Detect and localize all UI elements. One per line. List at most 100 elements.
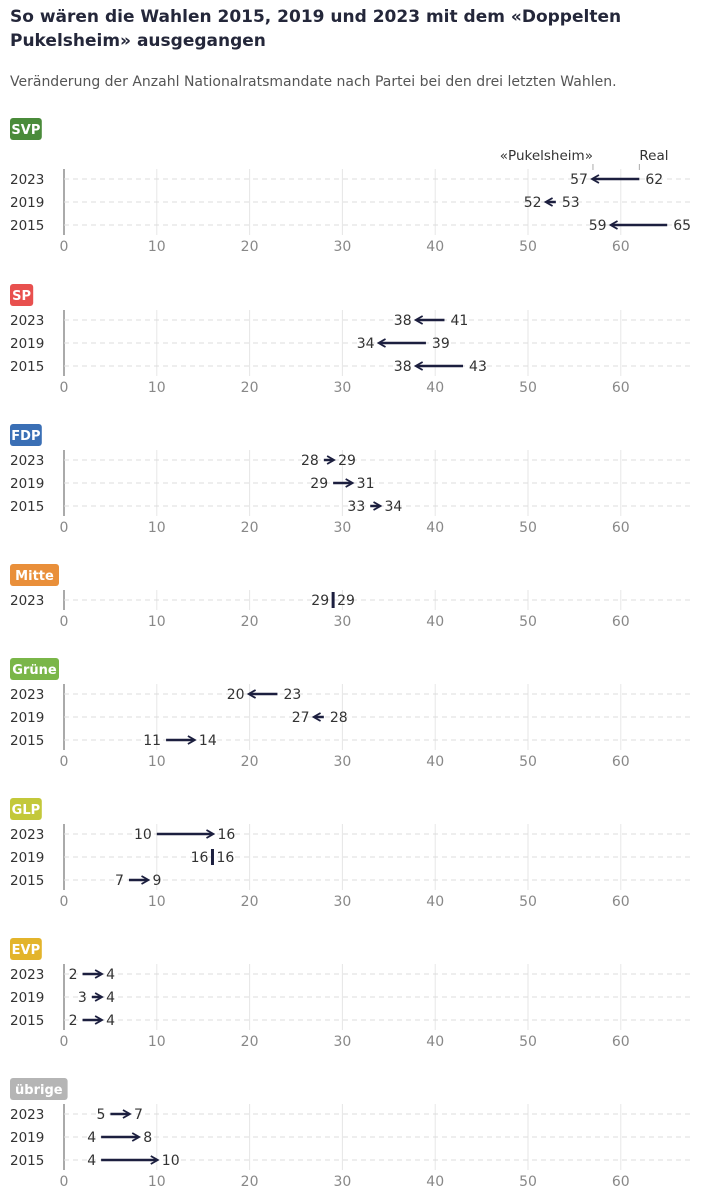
x-tick-label: 20 bbox=[241, 520, 259, 536]
value-label-pukelsheim: 27 bbox=[292, 710, 310, 726]
x-tick-label: 20 bbox=[241, 754, 259, 770]
value-label-pukelsheim: 57 bbox=[570, 172, 588, 188]
value-label-pukelsheim: 4 bbox=[106, 1013, 115, 1029]
value-label-real: 28 bbox=[330, 710, 348, 726]
value-label-real: 4 bbox=[87, 1153, 96, 1169]
x-tick-label: 20 bbox=[241, 614, 259, 630]
value-label-pukelsheim: 16 bbox=[191, 850, 209, 866]
x-tick-label: 10 bbox=[148, 894, 166, 910]
year-label: 2019 bbox=[10, 850, 44, 866]
x-tick-label: 40 bbox=[426, 1034, 444, 1050]
value-label-pukelsheim: 10 bbox=[162, 1153, 180, 1169]
x-tick-label: 50 bbox=[519, 520, 537, 536]
x-tick-label: 20 bbox=[241, 1034, 259, 1050]
year-label: 2019 bbox=[10, 336, 44, 352]
value-label-real: 23 bbox=[283, 687, 301, 703]
year-label: 2015 bbox=[10, 1153, 44, 1169]
value-label-real: 5 bbox=[96, 1107, 105, 1123]
party-badge-label: Grüne bbox=[12, 663, 57, 678]
legend-label-pukelsheim: «Pukelsheim» bbox=[500, 148, 593, 164]
x-tick-label: 0 bbox=[60, 1034, 69, 1050]
party-badge-fdp bbox=[10, 424, 42, 446]
party-badge-sp bbox=[10, 284, 34, 306]
x-tick-label: 40 bbox=[426, 239, 444, 255]
year-label: 2015 bbox=[10, 359, 44, 375]
x-tick-label: 30 bbox=[333, 1174, 351, 1190]
x-tick-label: 50 bbox=[519, 614, 537, 630]
party-badge-glp bbox=[10, 798, 42, 820]
year-label: 2023 bbox=[10, 1107, 44, 1123]
legend-label-real: Real bbox=[639, 148, 668, 164]
year-label: 2019 bbox=[10, 195, 44, 211]
value-label-real: 2 bbox=[69, 1013, 78, 1029]
year-label: 2023 bbox=[10, 172, 44, 188]
year-label: 2019 bbox=[10, 1130, 44, 1146]
value-label-real: 3 bbox=[78, 990, 87, 1006]
page-subtitle: Veränderung der Anzahl Nationalratsmanda… bbox=[10, 74, 617, 90]
value-label-real: 4 bbox=[87, 1130, 96, 1146]
value-label-real: 39 bbox=[432, 336, 450, 352]
year-label: 2023 bbox=[10, 827, 44, 843]
year-label: 2015 bbox=[10, 733, 44, 749]
value-label-real: 2 bbox=[69, 967, 78, 983]
value-label-real: 33 bbox=[347, 499, 365, 515]
value-label-pukelsheim: 38 bbox=[394, 313, 412, 329]
party-badge-evp bbox=[10, 938, 42, 960]
year-label: 2023 bbox=[10, 453, 44, 469]
value-label-real: 53 bbox=[562, 195, 580, 211]
value-label-real: 16 bbox=[216, 850, 234, 866]
x-tick-label: 30 bbox=[333, 894, 351, 910]
value-label-real: 65 bbox=[673, 218, 691, 234]
value-label-pukelsheim: 4 bbox=[106, 967, 115, 983]
x-tick-label: 50 bbox=[519, 380, 537, 396]
value-label-pukelsheim: 7 bbox=[134, 1107, 143, 1123]
value-label-pukelsheim: 9 bbox=[153, 873, 162, 889]
x-tick-label: 0 bbox=[60, 754, 69, 770]
x-tick-label: 0 bbox=[60, 239, 69, 255]
x-tick-label: 60 bbox=[612, 520, 630, 536]
x-tick-label: 40 bbox=[426, 894, 444, 910]
x-tick-label: 10 bbox=[148, 754, 166, 770]
x-tick-label: 30 bbox=[333, 380, 351, 396]
value-label-pukelsheim: 4 bbox=[106, 990, 115, 1006]
x-tick-label: 10 bbox=[148, 614, 166, 630]
value-label-pukelsheim: 8 bbox=[143, 1130, 152, 1146]
value-label-real: 10 bbox=[134, 827, 152, 843]
x-tick-label: 60 bbox=[612, 380, 630, 396]
party-badge-svp bbox=[10, 118, 42, 140]
year-label: 2015 bbox=[10, 1013, 44, 1029]
party-badge-grne bbox=[10, 658, 59, 680]
x-tick-label: 10 bbox=[148, 520, 166, 536]
party-badge-label: übrige bbox=[15, 1083, 63, 1098]
value-label-pukelsheim: 20 bbox=[227, 687, 245, 703]
year-label: 2023 bbox=[10, 967, 44, 983]
party-badge-mitte bbox=[10, 564, 59, 586]
year-label: 2015 bbox=[10, 873, 44, 889]
value-label-pukelsheim: 34 bbox=[357, 336, 375, 352]
value-label-pukelsheim: 29 bbox=[338, 453, 356, 469]
x-tick-label: 60 bbox=[612, 614, 630, 630]
value-label-pukelsheim: 38 bbox=[394, 359, 412, 375]
x-tick-label: 40 bbox=[426, 1174, 444, 1190]
year-label: 2015 bbox=[10, 499, 44, 515]
year-label: 2023 bbox=[10, 313, 44, 329]
x-tick-label: 60 bbox=[612, 239, 630, 255]
x-tick-label: 0 bbox=[60, 614, 69, 630]
value-label-real: 7 bbox=[115, 873, 124, 889]
value-label-real: 11 bbox=[143, 733, 161, 749]
value-label-pukelsheim: 52 bbox=[524, 195, 542, 211]
x-tick-label: 0 bbox=[60, 1174, 69, 1190]
party-badge-label: Mitte bbox=[15, 569, 54, 584]
x-tick-label: 50 bbox=[519, 1174, 537, 1190]
x-tick-label: 0 bbox=[60, 380, 69, 396]
x-tick-label: 60 bbox=[612, 754, 630, 770]
value-label-pukelsheim: 31 bbox=[357, 476, 375, 492]
x-tick-label: 60 bbox=[612, 894, 630, 910]
year-label: 2023 bbox=[10, 593, 44, 609]
value-label-pukelsheim: 34 bbox=[385, 499, 403, 515]
x-tick-label: 50 bbox=[519, 239, 537, 255]
year-label: 2023 bbox=[10, 687, 44, 703]
x-tick-label: 30 bbox=[333, 520, 351, 536]
year-label: 2015 bbox=[10, 218, 44, 234]
value-label-real: 29 bbox=[310, 476, 328, 492]
